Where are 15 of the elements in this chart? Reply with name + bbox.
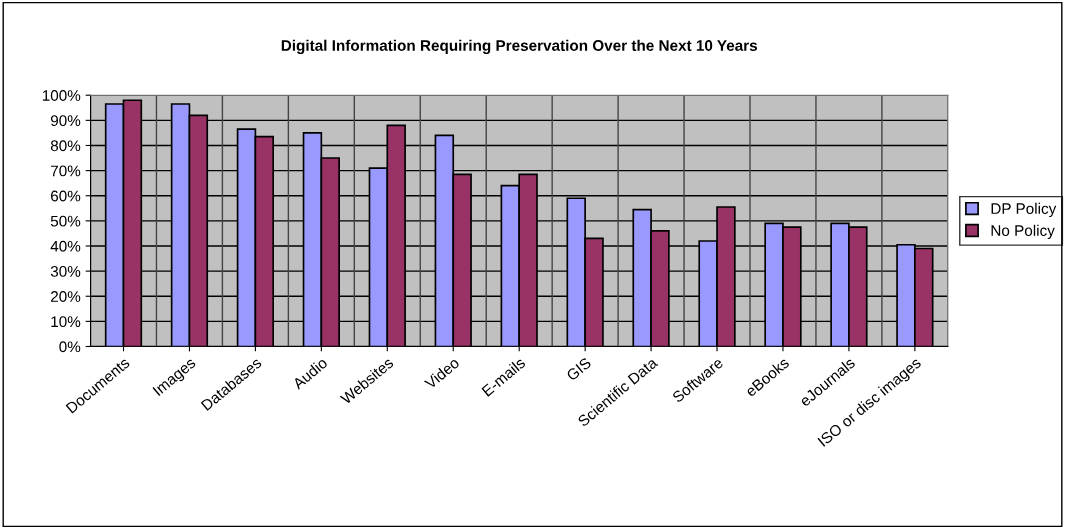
y-tick-label: 10% [51,316,81,328]
y-tick-label: 60% [51,190,81,202]
y-tick-label: 30% [50,265,81,277]
legend-label: No Policy [991,224,1055,239]
chart-title: Digital Information Requiring Preservation Over the Next 10 Years [281,39,758,55]
x-tick-label: GIS [565,356,592,382]
y-tick-label: 80% [50,140,81,152]
y-tick-label: 20% [50,291,81,302]
y-tick-label: 50% [50,215,81,227]
y-tick-label: 90% [50,115,81,127]
y-tick-label: 40% [50,240,81,252]
y-tick-label: 70% [51,165,81,177]
y-tick-label: 0% [59,341,81,353]
y-tick-label: 100% [42,90,81,101]
legend-label: DP Policy [991,202,1057,218]
